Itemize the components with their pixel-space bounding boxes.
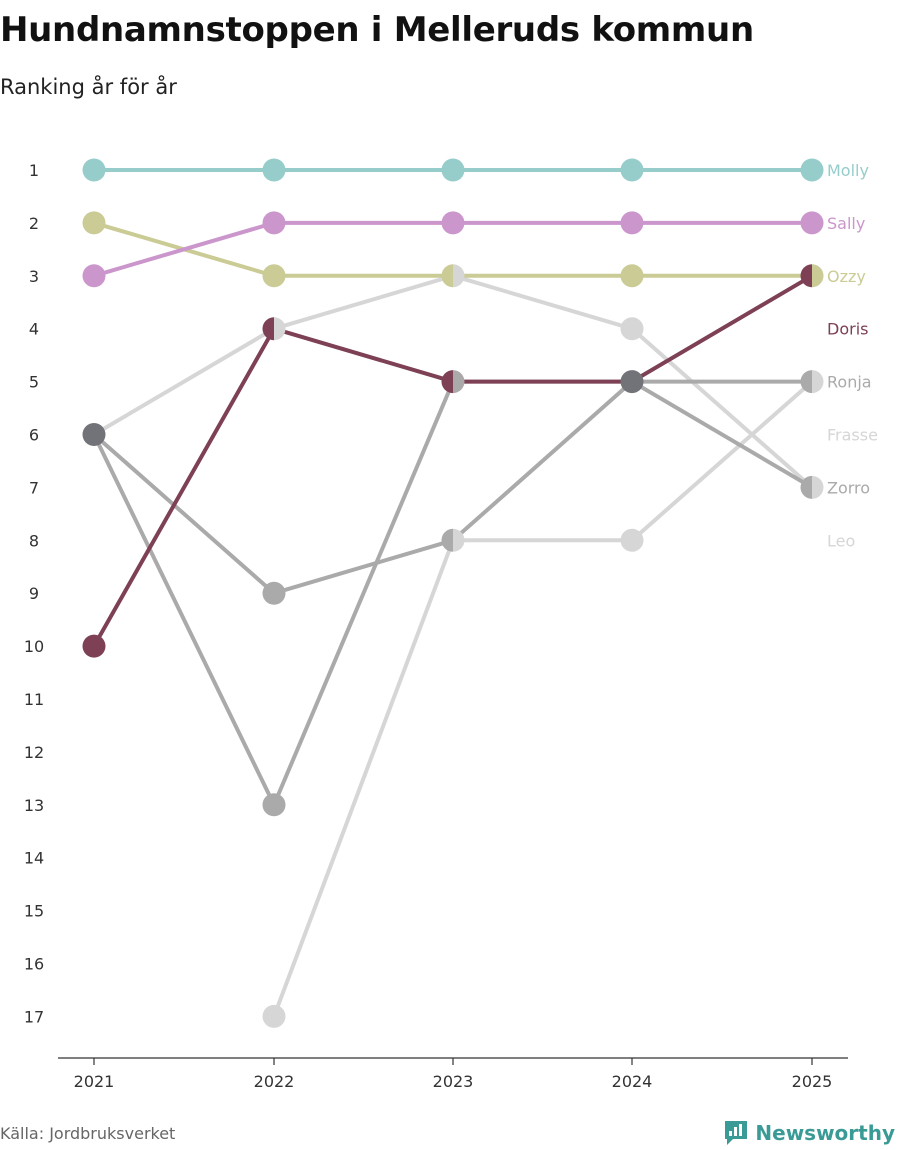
y-tick-label: 16 [24,955,44,974]
series-label-frasse: Frasse [827,426,878,445]
series-label-doris: Doris [827,320,868,339]
point-molly [82,158,106,182]
point-zorro [262,581,286,605]
series-line-ronja [92,379,814,807]
point-leo [453,528,465,552]
series-line-doris [92,273,814,649]
point-molly [441,158,465,182]
y-tick-label: 13 [24,796,44,815]
source-note: Källa: Jordbruksverket [0,1124,176,1143]
point-zorro [800,475,812,499]
y-tick-label: 4 [29,320,39,339]
series-label-ronja: Ronja [827,373,872,392]
y-tick-label: 12 [24,743,44,762]
y-tick-label: 7 [29,478,39,497]
x-tick-label: 2025 [792,1072,833,1091]
point-molly [262,158,286,182]
series-labels: Molly Sally Ozzy Doris Ronja Frasse Zorro Leo [827,161,878,550]
y-tick-label: 15 [24,902,44,921]
point-overlap [82,423,106,446]
point-molly [620,158,644,182]
y-tick-label: 3 [29,267,39,286]
y-tick-label: 11 [24,690,44,709]
y-tick-label: 8 [29,531,39,550]
x-axis: 2021 2022 2023 2024 2025 [58,1057,848,1091]
chart-title: Hundnamnstoppen i Melleruds kommun [0,10,754,50]
brand-name: Newsworthy [755,1121,895,1145]
brand-logo[interactable]: Newsworthy [723,1119,895,1147]
x-tick-label: 2023 [433,1072,474,1091]
series-lines [92,168,814,1019]
chart-subtitle: Ranking år för år [0,75,177,99]
point-ozzy [441,264,453,288]
point-ozzy [82,211,106,235]
y-tick-label: 2 [29,214,39,233]
y-tick-label: 1 [29,161,39,180]
series-points [82,158,824,1028]
series-label-sally: Sally [827,214,865,233]
x-tick-label: 2021 [74,1072,115,1091]
point-frasse [812,475,824,499]
point-ozzy [620,264,644,288]
point-sally [800,211,824,235]
newsworthy-logo-icon [725,1121,748,1145]
point-ronja [453,370,465,394]
y-tick-label: 14 [24,849,44,868]
point-frasse [274,317,286,341]
point-doris [800,264,812,288]
point-sally [441,211,465,235]
point-ronja [800,370,812,394]
x-tick-label: 2024 [612,1072,653,1091]
point-overlap [620,370,644,394]
point-leo [620,528,644,552]
point-doris [441,370,453,394]
y-tick-label: 9 [29,584,39,603]
point-ronja [262,793,286,817]
point-frasse [620,317,644,341]
y-tick-label: 6 [29,426,39,445]
point-leo [262,1004,286,1028]
point-ozzy [262,264,286,288]
x-tick-label: 2022 [254,1072,295,1091]
series-label-molly: Molly [827,161,869,180]
y-tick-label: 17 [24,1007,44,1026]
point-doris [82,634,106,658]
point-sally [620,211,644,235]
series-label-ozzy: Ozzy [827,267,866,286]
point-leo [812,370,824,394]
y-tick-label: 5 [29,373,39,392]
point-ozzy [812,264,824,288]
point-sally [262,211,286,235]
point-doris [262,317,274,341]
point-sally [82,264,106,288]
series-label-zorro: Zorro [827,478,870,497]
point-zorro [441,528,453,552]
y-tick-label: 10 [24,637,44,656]
series-line-zorro [92,379,814,596]
series-line-leo [272,379,814,1019]
series-label-leo: Leo [827,531,855,550]
point-frasse [453,264,465,288]
point-molly [800,158,824,182]
